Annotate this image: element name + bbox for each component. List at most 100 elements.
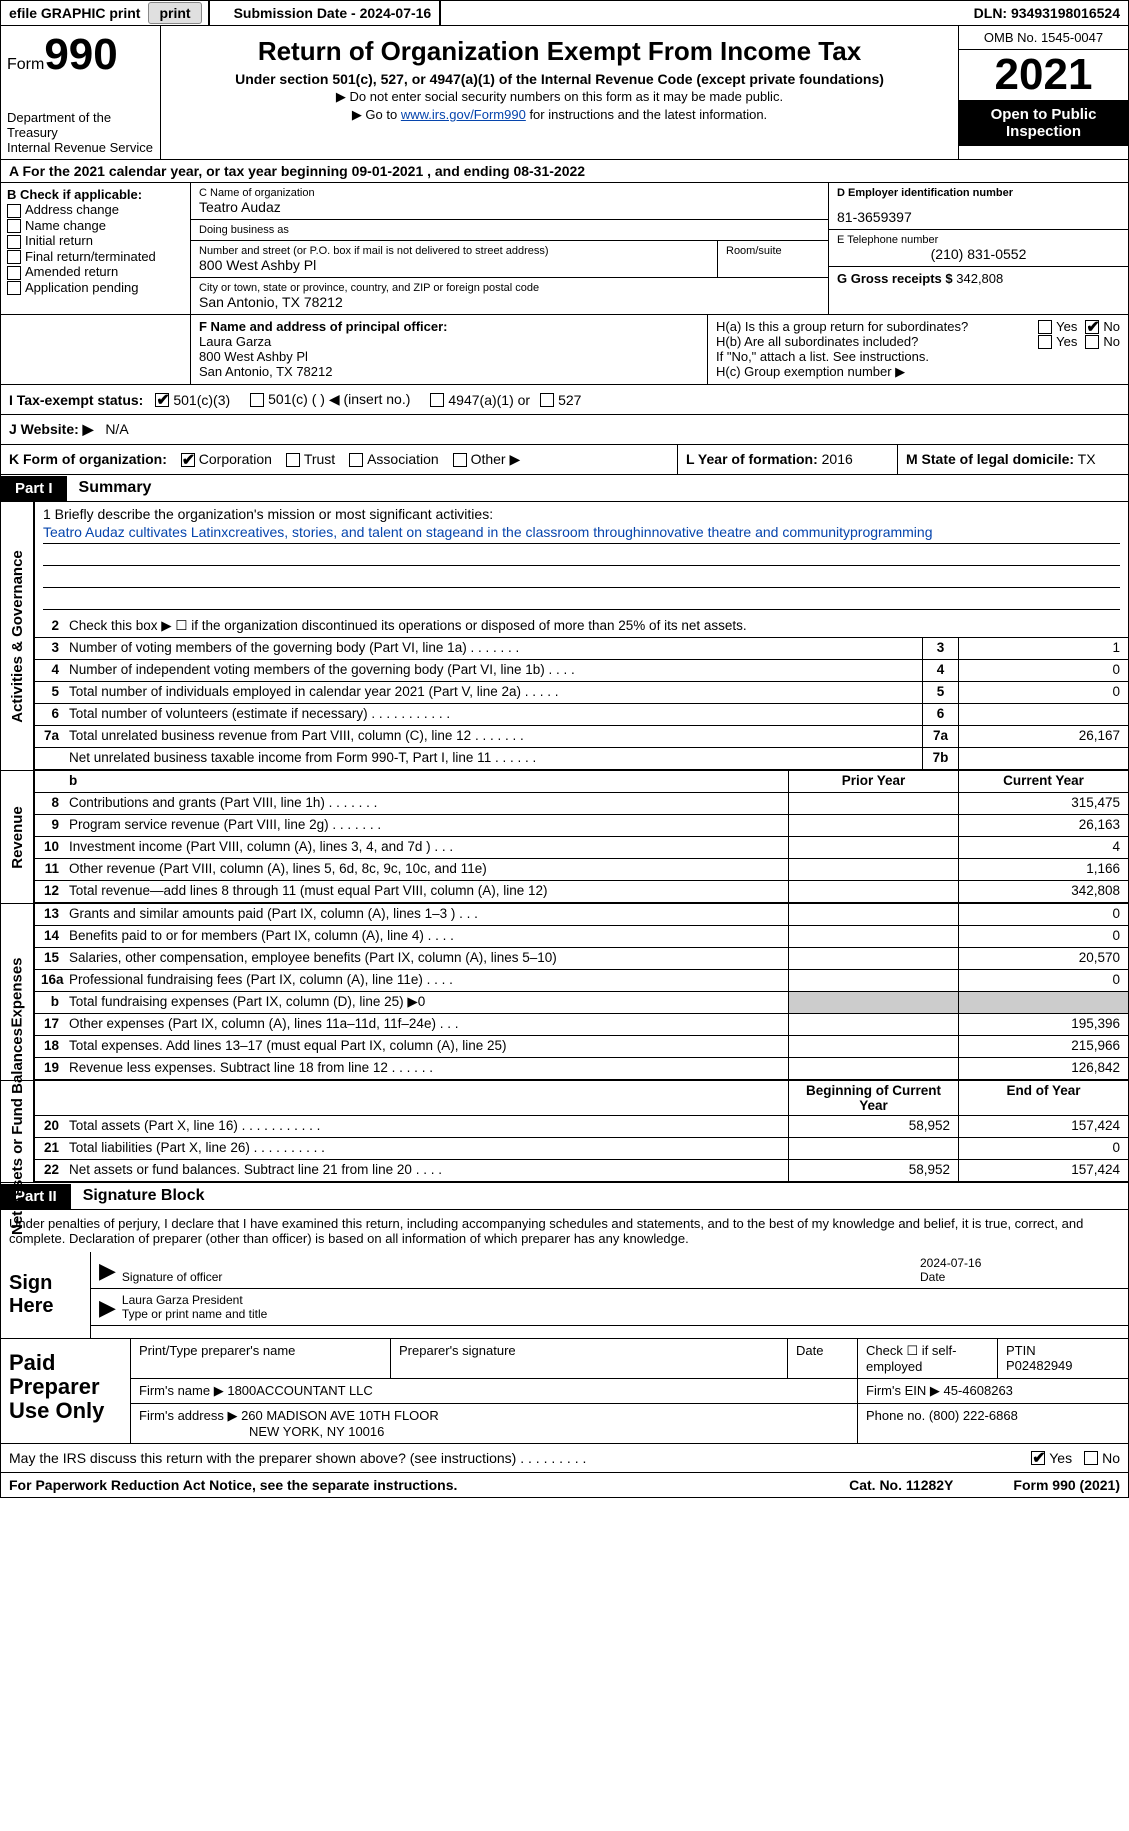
dln: DLN: 93493198016524 <box>966 1 1128 25</box>
firm-addr-row: Firm's address ▶ 260 MADISON AVE 10TH FL… <box>131 1404 1128 1443</box>
divider <box>439 1 457 25</box>
side-label-rev: Revenue <box>1 771 35 903</box>
no-label: No <box>1102 1450 1120 1466</box>
current-value: 0 <box>958 926 1128 947</box>
yes-label: Yes <box>1056 319 1077 334</box>
officer-printed-name: Laura Garza President <box>122 1293 1120 1307</box>
opt-4947: 4947(a)(1) or <box>448 392 530 408</box>
checkbox-icon[interactable] <box>181 453 195 467</box>
signature-block: Under penalties of perjury, I declare th… <box>0 1210 1129 1444</box>
line-desc: Contributions and grants (Part VIII, lin… <box>65 793 788 814</box>
prior-year-header: Prior Year <box>788 771 958 792</box>
current-value: 26,163 <box>958 815 1128 836</box>
checkbox-icon[interactable] <box>1031 1451 1045 1465</box>
checkbox-icon[interactable] <box>7 266 21 280</box>
form-id-footer: Form 990 (2021) <box>1013 1477 1120 1493</box>
line-desc: Total unrelated business revenue from Pa… <box>65 726 922 747</box>
b-text: Amended return <box>25 264 118 279</box>
side-label-net: Net Assets or Fund Balances <box>1 1081 35 1182</box>
print-button[interactable]: print <box>148 2 201 24</box>
line-desc: Number of independent voting members of … <box>65 660 922 681</box>
entity-block: B Check if applicable: Address change Na… <box>0 183 1129 315</box>
gross-cell: G Gross receipts $ 342,808 <box>829 267 1128 290</box>
prior-value <box>788 793 958 814</box>
ein-label: D Employer identification number <box>837 187 1120 199</box>
beginning-header: Beginning of Current Year <box>788 1081 958 1115</box>
checkbox-icon[interactable] <box>1085 320 1099 334</box>
line-num <box>35 748 65 769</box>
discuss-row: May the IRS discuss this return with the… <box>0 1444 1129 1473</box>
checkbox-icon[interactable] <box>453 453 467 467</box>
line-num: 6 <box>35 704 65 725</box>
checkbox-icon[interactable] <box>7 219 21 233</box>
topbar: efile GRAPHIC print print Submission Dat… <box>0 0 1129 26</box>
current-value: 0 <box>958 1138 1128 1159</box>
checkbox-icon[interactable] <box>430 393 444 407</box>
checkbox-icon[interactable] <box>7 204 21 218</box>
line-desc: Total expenses. Add lines 13–17 (must eq… <box>65 1036 788 1057</box>
checkbox-icon[interactable] <box>1038 320 1052 334</box>
officer-sig-line: ▶ Signature of officer 2024-07-16 Date <box>91 1252 1128 1289</box>
checkbox-icon[interactable] <box>250 393 264 407</box>
b-item: Application pending <box>7 280 184 296</box>
k-label: K Form of organization: <box>9 451 167 467</box>
checkbox-icon[interactable] <box>286 453 300 467</box>
ptin-value: P02482949 <box>1006 1358 1120 1373</box>
summary-line: 6 Total number of volunteers (estimate i… <box>35 704 1128 726</box>
checkbox-icon[interactable] <box>1084 1451 1098 1465</box>
addr-label: Firm's address ▶ <box>139 1408 237 1423</box>
prior-value <box>788 926 958 947</box>
page-footer: For Paperwork Reduction Act Notice, see … <box>0 1473 1129 1498</box>
checkbox-icon[interactable] <box>7 250 21 264</box>
officer-row: F Name and address of principal officer:… <box>0 315 1129 385</box>
efile-label: efile GRAPHIC print <box>1 1 148 25</box>
checkbox-icon[interactable] <box>155 393 169 407</box>
checkbox-icon[interactable] <box>7 281 21 295</box>
opt-trust: Trust <box>304 451 335 467</box>
opt-527: 527 <box>558 392 581 408</box>
k-block: K Form of organization: Corporation Trus… <box>1 445 678 474</box>
summary-line: b Total fundraising expenses (Part IX, c… <box>35 992 1128 1014</box>
line-num: 13 <box>35 904 65 925</box>
firm-phone-cell: Phone no. (800) 222-6868 <box>858 1404 1128 1443</box>
current-value: 1,166 <box>958 859 1128 880</box>
website-value: N/A <box>105 421 128 437</box>
current-value: 0 <box>958 970 1128 991</box>
officer-name: Laura Garza <box>199 334 699 349</box>
signature-fields: ▶ Signature of officer 2024-07-16 Date ▶… <box>91 1252 1128 1338</box>
date-label: Date <box>920 1270 1120 1284</box>
line-num: 19 <box>35 1058 65 1079</box>
open-inspection: Open to Public Inspection <box>959 100 1128 146</box>
checkbox-icon[interactable] <box>540 393 554 407</box>
f-label: F Name and address of principal officer: <box>199 319 699 334</box>
j-label: J Website: ▶ <box>9 421 93 437</box>
line-box: 7b <box>922 748 958 769</box>
section-f: F Name and address of principal officer:… <box>191 315 708 384</box>
irs-link[interactable]: www.irs.gov/Form990 <box>401 107 526 122</box>
checkbox-icon[interactable] <box>349 453 363 467</box>
summary-line: 22 Net assets or fund balances. Subtract… <box>35 1160 1128 1182</box>
dba-label: Doing business as <box>199 224 820 236</box>
form-subtitle: Under section 501(c), 527, or 4947(a)(1)… <box>171 71 948 87</box>
phone-label: Phone no. <box>866 1408 925 1423</box>
checkbox-icon[interactable] <box>1085 335 1099 349</box>
line-desc: Other expenses (Part IX, column (A), lin… <box>65 1014 788 1035</box>
summary-line: 19 Revenue less expenses. Subtract line … <box>35 1058 1128 1080</box>
line-num: 15 <box>35 948 65 969</box>
prior-value <box>788 992 958 1013</box>
addr-label: Number and street (or P.O. box if mail i… <box>199 245 709 257</box>
street-address: 800 West Ashby Pl <box>199 257 709 273</box>
arrow-icon: ▶ <box>99 1295 116 1321</box>
ein-label: Firm's EIN ▶ <box>866 1383 940 1398</box>
current-year-header: Current Year <box>958 771 1128 792</box>
firm-name-row: Firm's name ▶ 1800ACCOUNTANT LLC Firm's … <box>131 1379 1128 1404</box>
current-value: 315,475 <box>958 793 1128 814</box>
m-value: TX <box>1078 451 1096 467</box>
net-body: Beginning of Current Year End of Year 20… <box>35 1081 1128 1182</box>
net-assets-section: Net Assets or Fund Balances Beginning of… <box>0 1081 1129 1183</box>
summary-line: 18 Total expenses. Add lines 13–17 (must… <box>35 1036 1128 1058</box>
line-num: 7a <box>35 726 65 747</box>
line-desc: Revenue less expenses. Subtract line 18 … <box>65 1058 788 1079</box>
checkbox-icon[interactable] <box>1038 335 1052 349</box>
checkbox-icon[interactable] <box>7 235 21 249</box>
